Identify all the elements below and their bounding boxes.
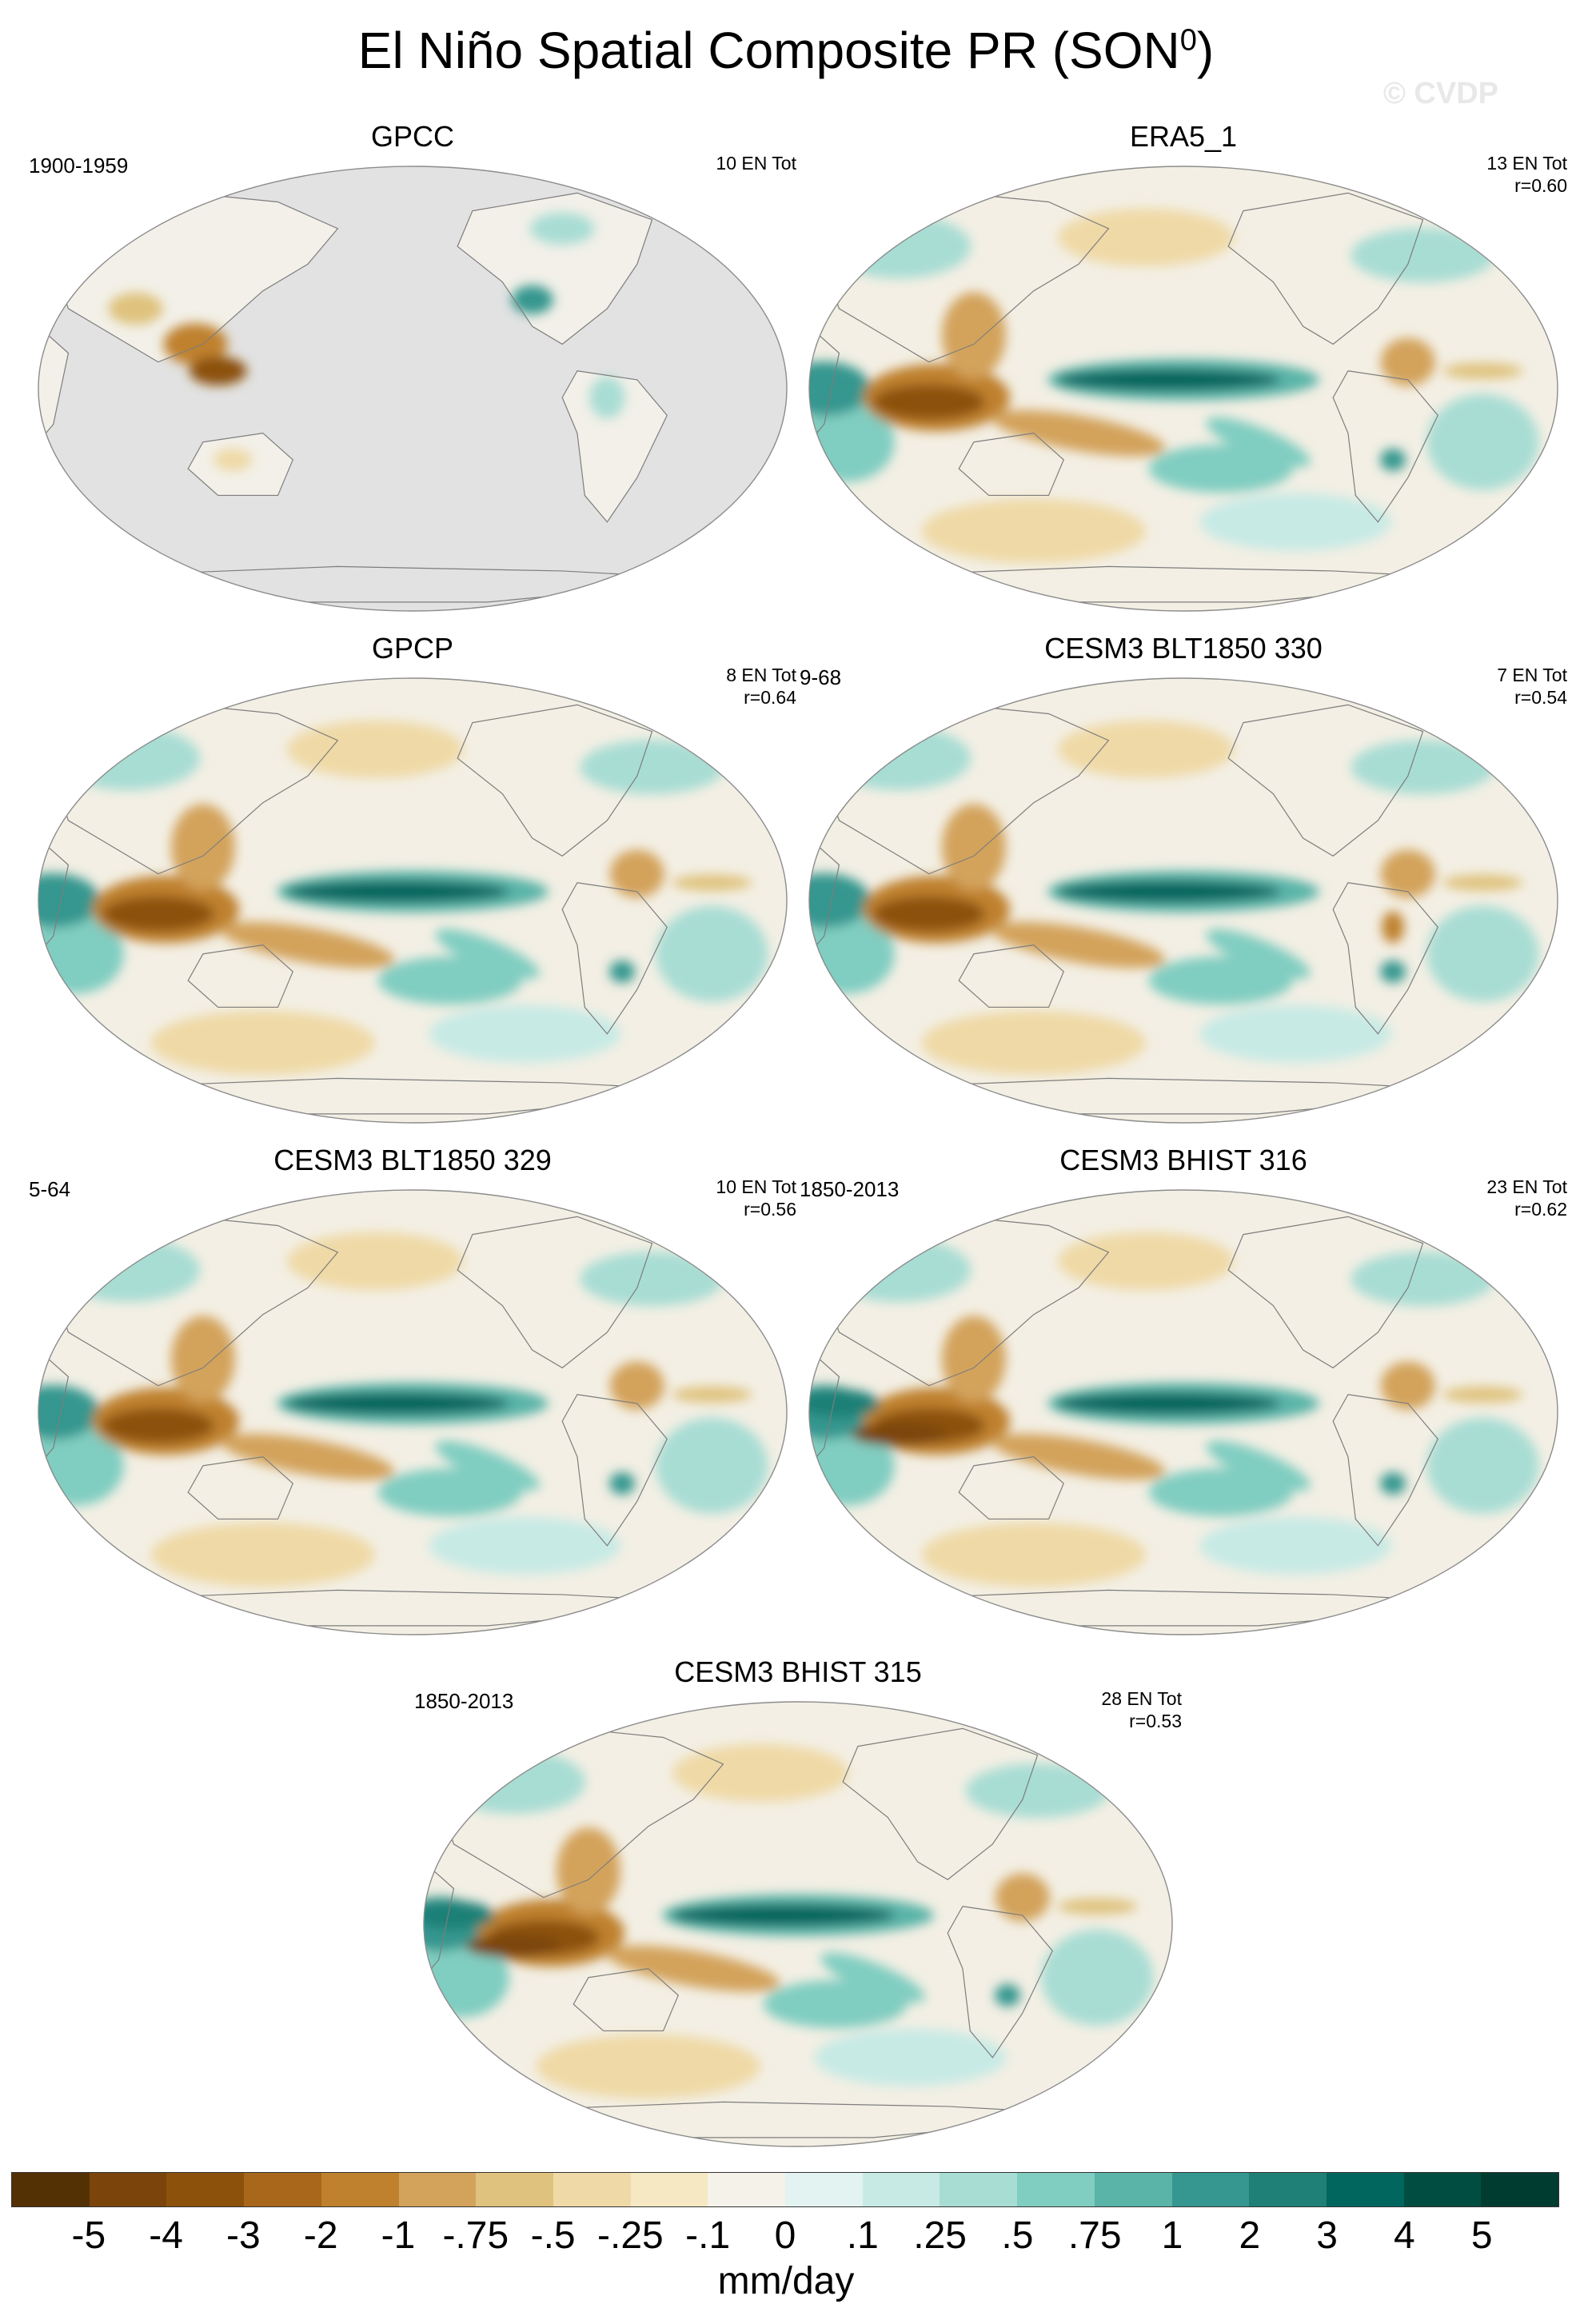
- colorbar-swatch: [476, 2173, 553, 2206]
- map-panel: GPCC 1900-1959 10 EN Tot: [29, 120, 796, 616]
- figure-title: El Niño Spatial Composite PR (SON0): [0, 21, 1572, 80]
- panel-stats: 28 EN Tot r=0.53: [1101, 1687, 1182, 1732]
- map-panel: CESM3 BHIST 315 1850-2013 28 EN Tot r=0.53: [414, 1655, 1182, 2151]
- map-plot: [38, 677, 788, 1124]
- colorbar-tick-label: 0: [774, 2214, 796, 2257]
- event-count: 23 EN Tot: [1486, 1176, 1567, 1197]
- colorbar-swatch: [862, 2173, 940, 2206]
- colorbar-swatch: [1403, 2173, 1482, 2206]
- colorbar-tick-label: -4: [149, 2214, 183, 2257]
- pattern-correlation: r=0.60: [1514, 175, 1567, 196]
- colorbar-tick-label: .25: [913, 2214, 967, 2257]
- panel-stats: 10 EN Tot: [716, 152, 796, 174]
- pattern-correlation: r=0.53: [1129, 1711, 1182, 1731]
- colorbar: [11, 2172, 1559, 2207]
- colorbar-tick-label: 5: [1470, 2214, 1493, 2257]
- map-panel: ERA5_1 13 EN Tot r=0.60: [800, 120, 1567, 616]
- colorbar-tick-label: -1: [381, 2214, 416, 2257]
- panel-stats: 7 EN Tot r=0.54: [1497, 664, 1567, 709]
- colorbar-swatch: [398, 2173, 477, 2206]
- title-close: ): [1196, 22, 1215, 79]
- colorbar-swatch: [244, 2173, 321, 2206]
- colorbar-swatch: [940, 2173, 1018, 2206]
- panel-years: 1850-2013: [414, 1689, 514, 1713]
- map-panel: CESM3 BLT1850 330 9-68 7 EN Tot r=0.54: [800, 632, 1567, 1128]
- event-count: 10 EN Tot: [716, 153, 796, 174]
- colorbar-swatch: [1171, 2173, 1250, 2206]
- pattern-correlation: r=0.56: [744, 1199, 796, 1220]
- panel-title: CESM3 BLT1850 330: [1044, 632, 1323, 665]
- panel-title: GPCP: [371, 632, 454, 665]
- event-count: 13 EN Tot: [1486, 153, 1567, 174]
- colorbar-swatch: [166, 2173, 245, 2206]
- map-plot: [38, 1189, 788, 1635]
- panel-title: CESM3 BHIST 316: [1059, 1144, 1307, 1176]
- colorbar-tick-label: -.25: [597, 2214, 664, 2257]
- colorbar-units: mm/day: [717, 2260, 855, 2302]
- panel-years: 9-68: [800, 665, 842, 689]
- colorbar-tick-label: -5: [71, 2214, 106, 2257]
- colorbar-swatch: [630, 2173, 708, 2206]
- panel-title: CESM3 BHIST 315: [674, 1655, 922, 1688]
- pattern-correlation: r=0.54: [1514, 687, 1567, 708]
- panel-stats: 8 EN Tot r=0.64: [726, 664, 796, 709]
- event-count: 8 EN Tot: [726, 665, 796, 685]
- panel-years: 1900-1959: [29, 154, 129, 178]
- colorbar-labels: -5 -4 -3 -2 -1 -.75 -.5 -.25 -.1 0 .1 .25 .5 .75 1 2 3 4 5: [11, 2214, 1559, 2262]
- event-count: 28 EN Tot: [1101, 1688, 1182, 1709]
- colorbar-swatch: [12, 2173, 90, 2206]
- map-plot: [423, 1701, 1173, 2147]
- panel-title: ERA5_1: [1129, 120, 1238, 153]
- panel-years: 5-64: [29, 1177, 71, 1201]
- colorbar-swatch: [321, 2173, 399, 2206]
- pattern-correlation: r=0.64: [744, 687, 796, 708]
- colorbar-swatch: [785, 2173, 863, 2206]
- colorbar-tick-label: -.5: [530, 2214, 576, 2257]
- colorbar-swatch: [1481, 2173, 1559, 2206]
- colorbar-swatch: [1094, 2173, 1172, 2206]
- title-main: El Niño Spatial Composite PR (SON: [357, 22, 1180, 79]
- colorbar-tick-label: .1: [846, 2214, 879, 2257]
- title-superscript: 0: [1179, 23, 1197, 58]
- panel-stats: 13 EN Tot r=0.60: [1486, 152, 1567, 197]
- colorbar-tick-label: 3: [1316, 2214, 1338, 2257]
- colorbar-tick-label: -3: [226, 2214, 261, 2257]
- colorbar-tick-label: 4: [1394, 2214, 1415, 2257]
- panel-years: 1850-2013: [800, 1177, 900, 1201]
- colorbar-swatch: [1017, 2173, 1095, 2206]
- map-plot: [808, 166, 1558, 612]
- panel-stats: 23 EN Tot r=0.62: [1486, 1176, 1567, 1220]
- event-count: 7 EN Tot: [1497, 665, 1567, 685]
- colorbar-tick-label: -2: [303, 2214, 338, 2257]
- map-plot: [38, 166, 788, 612]
- colorbar-tick-label: 1: [1161, 2214, 1183, 2257]
- map-panel: GPCP 8 EN Tot r=0.64: [29, 632, 796, 1128]
- map-plot: [808, 1189, 1558, 1635]
- colorbar-tick-label: .5: [1001, 2214, 1034, 2257]
- panel-title: GPCC: [370, 120, 454, 153]
- colorbar-swatch: [89, 2173, 167, 2206]
- map-panel: CESM3 BHIST 316 1850-2013 23 EN Tot r=0.62: [800, 1144, 1567, 1639]
- colorbar-tick-label: .75: [1067, 2214, 1122, 2257]
- map-plot: [808, 677, 1558, 1124]
- credit-watermark: © CVDP: [1382, 77, 1498, 110]
- colorbar-tick-label: -.1: [685, 2214, 731, 2257]
- colorbar-swatch: [553, 2173, 631, 2206]
- colorbar-swatch: [708, 2173, 786, 2206]
- pattern-correlation: r=0.62: [1514, 1199, 1567, 1220]
- event-count: 10 EN Tot: [716, 1176, 796, 1197]
- colorbar-tick-label: 2: [1239, 2214, 1261, 2257]
- panel-stats: 10 EN Tot r=0.56: [716, 1176, 796, 1220]
- panel-title: CESM3 BLT1850 329: [273, 1144, 552, 1176]
- map-panel: CESM3 BLT1850 329 5-64 10 EN Tot r=0.56: [29, 1144, 796, 1639]
- colorbar-tick-label: -.75: [442, 2214, 509, 2257]
- colorbar-swatch: [1249, 2173, 1327, 2206]
- colorbar-swatch: [1326, 2173, 1404, 2206]
